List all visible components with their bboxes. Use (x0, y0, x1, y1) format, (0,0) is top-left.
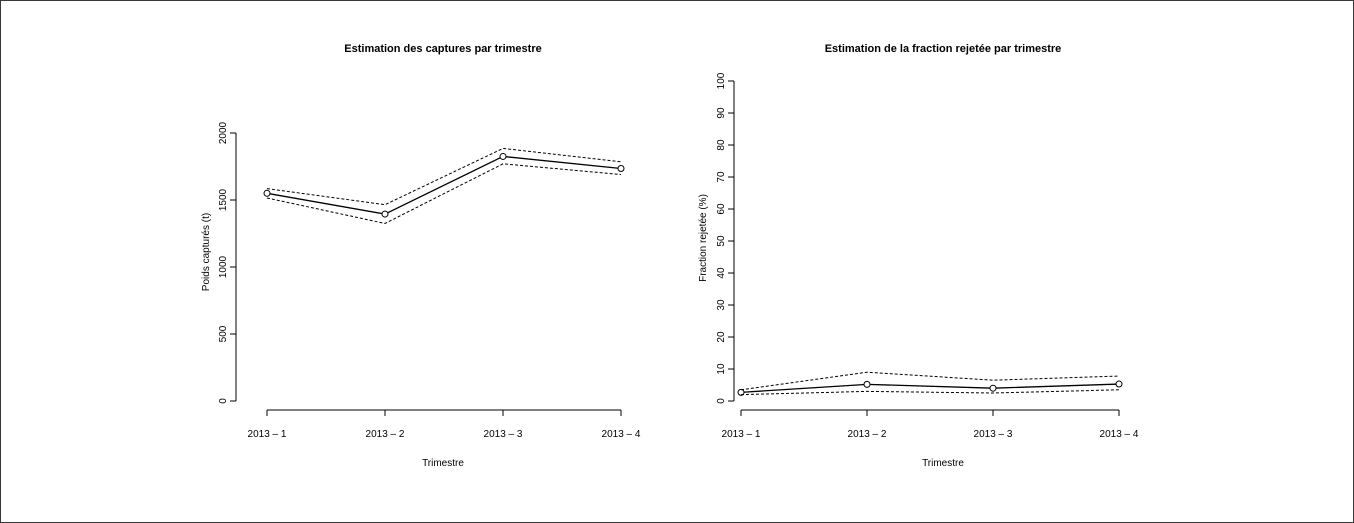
x-tick-label: 2013 – 1 (722, 429, 761, 440)
fraction-ylabel: Fraction rejetée (%) (698, 194, 709, 282)
captures-xlabel: Trimestre (422, 458, 464, 469)
estimate-point (1115, 380, 1123, 388)
y-tick-label: 100 (716, 72, 727, 89)
estimate-point (263, 189, 271, 197)
lower-bound-line (740, 389, 1120, 396)
y-tick-label: 80 (716, 139, 727, 151)
y-tick-label: 60 (716, 203, 727, 215)
y-tick-label: 2000 (218, 121, 229, 144)
x-tick-label: 2013 – 4 (1100, 429, 1139, 440)
estimate-line (266, 155, 622, 215)
upper-bound-line (266, 147, 622, 206)
y-tick-label: 40 (716, 267, 727, 279)
y-tick-label: 10 (716, 363, 727, 375)
captures-ylabel: Poids capturés (t) (201, 213, 212, 291)
estimate-point (381, 210, 389, 218)
x-tick-label: 2013 – 3 (974, 429, 1013, 440)
fraction-xlabel: Trimestre (922, 458, 964, 469)
x-tick-label: 2013 – 3 (484, 429, 523, 440)
lower-bound-line (266, 163, 622, 224)
estimate-point (989, 384, 997, 392)
x-tick-label: 2013 – 2 (848, 429, 887, 440)
y-tick-label: 20 (716, 331, 727, 343)
y-tick-label: 0 (218, 398, 229, 404)
y-tick-label: 70 (716, 171, 727, 183)
fraction-title: Estimation de la fraction rejetée par tr… (825, 43, 1062, 55)
upper-bound-line (740, 371, 1120, 391)
y-tick-label: 1500 (218, 188, 229, 211)
y-tick-label: 1000 (218, 255, 229, 278)
captures-title: Estimation des captures par trimestre (344, 43, 541, 55)
y-tick-label: 500 (218, 325, 229, 342)
estimate-point (617, 165, 625, 173)
x-tick-label: 2013 – 4 (602, 429, 641, 440)
fraction-panel: Estimation de la fraction rejetée par tr… (698, 43, 1139, 469)
y-tick-label: 0 (716, 398, 727, 404)
estimate-point (499, 152, 507, 160)
estimate-point (863, 380, 871, 388)
x-tick-label: 2013 – 2 (366, 429, 405, 440)
y-tick-label: 50 (716, 235, 727, 247)
captures-panel: Estimation des captures par trimestre Po… (201, 43, 641, 469)
y-tick-label: 90 (716, 107, 727, 119)
x-tick-label: 2013 – 1 (248, 429, 287, 440)
estimate-line (740, 383, 1120, 394)
y-tick-label: 30 (716, 299, 727, 311)
